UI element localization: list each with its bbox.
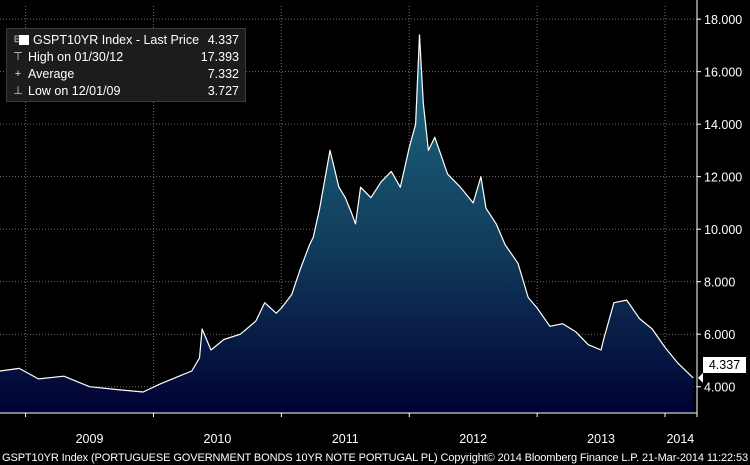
y-tick-label: 16.000 (704, 66, 742, 80)
series-area-fill (0, 34, 694, 414)
average-marker-icon: + (14, 68, 22, 80)
legend-high-value: 17.393 (200, 50, 239, 64)
legend-row-high: ⊤ High on 01/30/12 17.393 (11, 49, 239, 65)
y-tick-label: 8.000 (704, 276, 735, 290)
legend-row-low: ⊥ Low on 12/01/09 3.727 (11, 83, 239, 99)
legend-low-value: 3.727 (207, 84, 239, 98)
y-tick-label: 4.000 (704, 381, 735, 395)
legend-high-label: High on 01/30/12 (28, 50, 124, 64)
y-tick-label: 12.000 (704, 171, 742, 185)
last-price-label: 4.337 (703, 357, 746, 373)
legend-last-value: 4.337 (207, 33, 239, 47)
x-tick-label: 2012 (459, 432, 487, 446)
x-tick-label: 2010 (204, 432, 232, 446)
collapse-icon[interactable]: ⊟ (13, 34, 23, 45)
y-tick-label: 18.000 (704, 13, 742, 27)
x-tick-label: 2009 (76, 432, 104, 446)
y-tick-label: 14.000 (704, 118, 742, 132)
x-tick-label: 2014 (666, 432, 694, 446)
last-price-pointer (698, 372, 703, 383)
high-marker-icon: ⊤ (13, 51, 23, 63)
legend-average-value: 7.332 (207, 67, 239, 81)
series-line (0, 34, 694, 393)
legend-swatch (19, 35, 29, 45)
legend-title: GSPT10YR Index - Last Price (33, 33, 200, 47)
y-tick-label: 10.000 (704, 223, 742, 237)
legend-average-label: Average (28, 67, 75, 81)
low-marker-icon: ⊥ (13, 85, 23, 97)
y-tick-label: 6.000 (704, 328, 735, 342)
legend-row-average: + Average 7.332 (11, 66, 239, 82)
x-tick-label: 2011 (332, 432, 359, 446)
legend-low-label: Low on 12/01/09 (28, 84, 121, 98)
x-tick-label: 2013 (587, 432, 615, 446)
chart-footer: GSPT10YR Index (PORTUGUESE GOVERNMENT BO… (2, 452, 749, 464)
chart-legend: ⊟ GSPT10YR Index - Last Price 4.337 ⊤ Hi… (6, 28, 246, 102)
legend-row-last-price: ⊟ GSPT10YR Index - Last Price 4.337 (11, 32, 239, 48)
